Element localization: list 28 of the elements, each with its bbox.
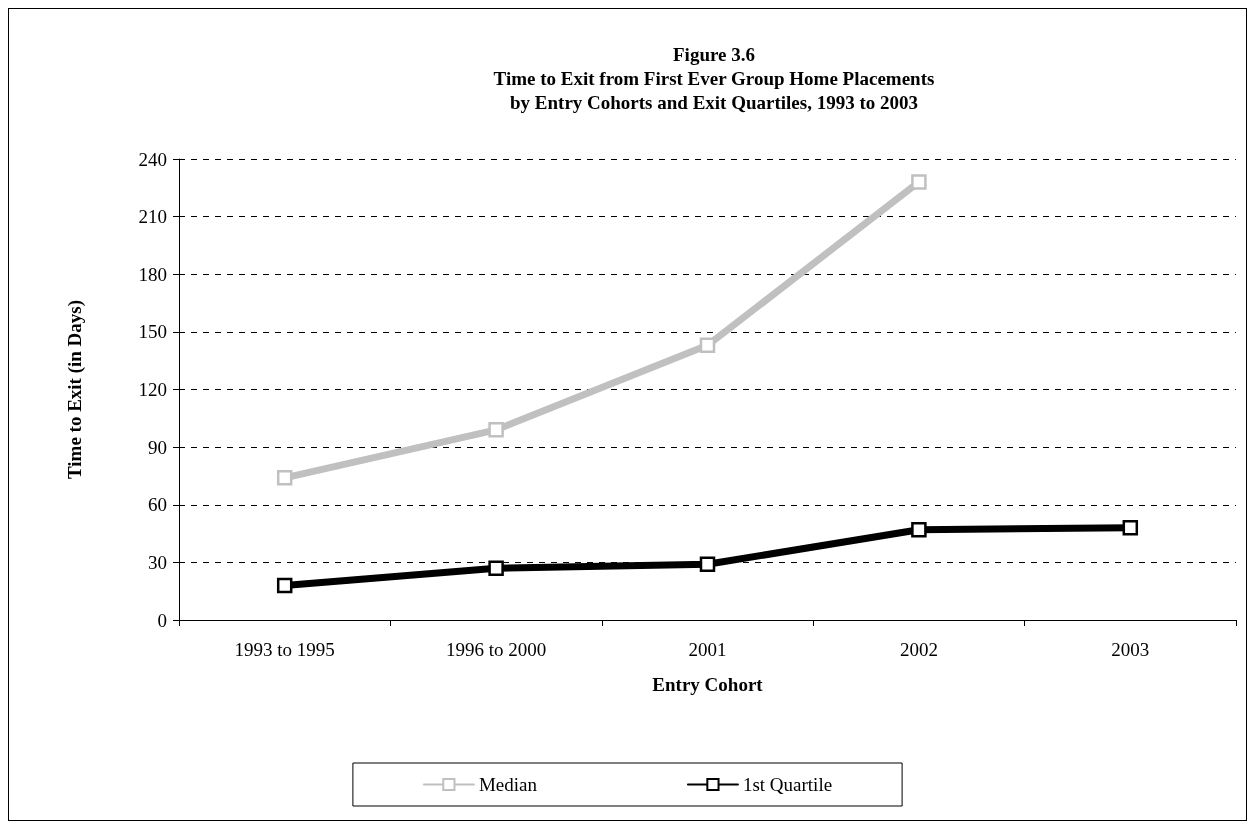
point (488, 422, 504, 438)
chart-title: Figure 3.6 Time to Exit from First Ever Group Home Placements by Entry Cohorts and Exit Quartiles, 1993 to 2003 (493, 43, 935, 113)
y-tick-label: 0 (157, 609, 167, 631)
legend-label: 1st Quartile (742, 774, 833, 795)
point (699, 337, 716, 354)
x-tick-label: 2002 (899, 639, 938, 660)
y-tick-label: 90 (148, 436, 167, 458)
point (699, 556, 716, 573)
y-tick-label: 30 (148, 551, 167, 573)
x-axis-title: Entry Cohort (652, 674, 764, 695)
x-tick-label: 1996 to 2000 (445, 639, 547, 660)
y-tick-label: 180 (138, 263, 167, 285)
y-tick-label: 240 (138, 148, 167, 170)
point (911, 174, 927, 190)
y-tick-label: 120 (138, 379, 167, 400)
x-tick-label: 2001 (688, 639, 727, 660)
point (276, 577, 293, 594)
x-tick-label: 2003 (1111, 639, 1150, 660)
y-tick-label: 150 (138, 321, 167, 343)
point (1122, 520, 1139, 536)
legend-label: Median (478, 774, 538, 795)
y-tick-label: 210 (138, 206, 167, 228)
x-tick-label: 1993 to 1995 (234, 639, 335, 660)
point (911, 521, 927, 538)
point (276, 470, 293, 486)
y-axis-title: Time to Exit (in Days) (64, 299, 86, 480)
y-tick-label: 60 (148, 494, 167, 516)
point (488, 560, 504, 576)
